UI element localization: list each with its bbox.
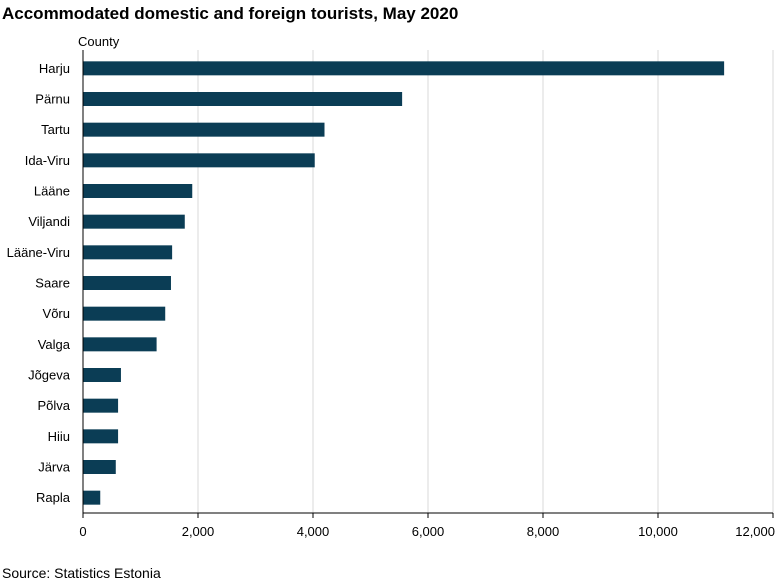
category-label: Pärnu	[35, 92, 70, 107]
category-labels: Harju Pärnu Tartu Ida-Viru Lääne Viljandi Lään…	[7, 61, 71, 505]
category-label: Rapla	[36, 490, 71, 505]
y-axis-title: County	[78, 34, 120, 49]
bar	[83, 245, 173, 260]
gridlines	[197, 50, 774, 513]
bar	[83, 460, 116, 474]
category-label: Võru	[43, 306, 70, 321]
x-tick-label: 0	[79, 524, 86, 539]
category-label: Jõgeva	[28, 368, 71, 383]
category-label: Järva	[38, 460, 71, 475]
bar	[83, 368, 121, 382]
bar	[83, 337, 157, 352]
bar	[83, 184, 193, 198]
bar	[83, 92, 403, 106]
chart-title: Accommodated domestic and foreign touris…	[2, 4, 459, 23]
bar	[83, 490, 101, 505]
bar	[83, 153, 315, 168]
bar	[83, 306, 166, 321]
x-tick-label: 12,000	[735, 524, 775, 539]
bars	[83, 61, 725, 505]
category-label: Põlva	[37, 398, 70, 413]
category-label: Saare	[35, 276, 70, 291]
x-tick-label: 8,000	[527, 524, 560, 539]
category-label: Viljandi	[28, 214, 70, 229]
x-tick-label: 6,000	[412, 524, 445, 539]
category-label: Harju	[39, 61, 70, 76]
category-label: Tartu	[41, 122, 70, 137]
bar	[83, 122, 325, 137]
category-label: Hiiu	[48, 429, 70, 444]
category-label: Lääne-Viru	[7, 245, 70, 260]
x-tick-label: 4,000	[297, 524, 330, 539]
x-tick-label: 2,000	[182, 524, 215, 539]
bar	[83, 61, 725, 76]
source-note: Source: Statistics Estonia	[2, 565, 161, 581]
x-tick-label: 10,000	[638, 524, 678, 539]
bar	[83, 276, 171, 290]
bar	[83, 429, 119, 444]
category-label: Ida-Viru	[25, 153, 70, 168]
x-axis: 0 2,000 4,000 6,000 8,000 10,000 12,000	[79, 50, 775, 539]
category-label: Valga	[38, 337, 71, 352]
category-label: Lääne	[34, 184, 70, 199]
bar	[83, 214, 185, 229]
bar	[83, 398, 119, 413]
